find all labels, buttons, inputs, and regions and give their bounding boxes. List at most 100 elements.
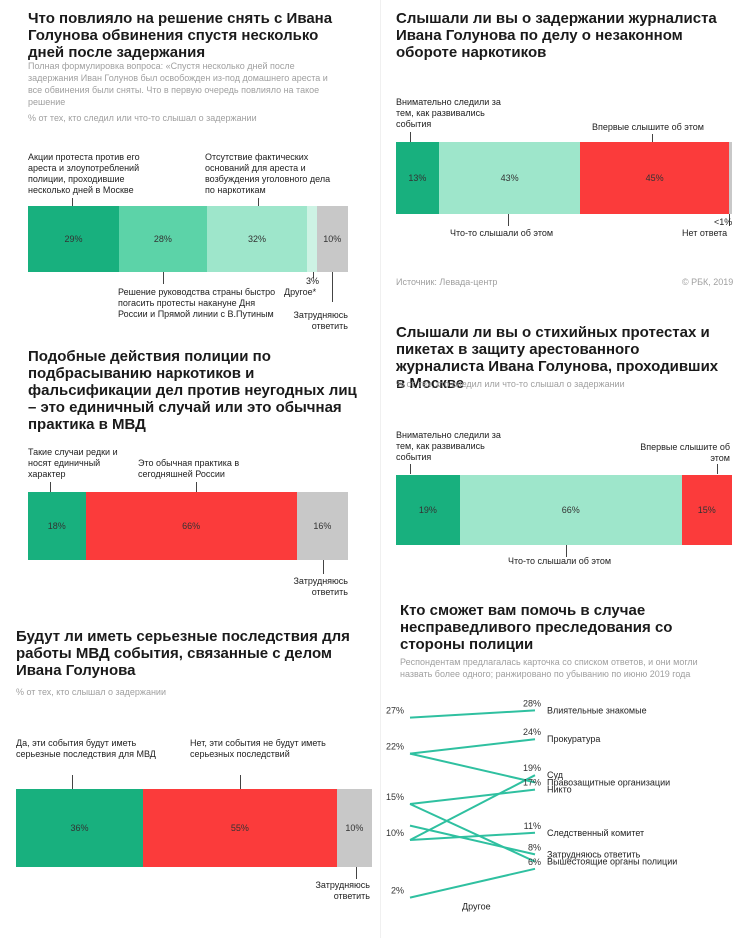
slope-line [409, 774, 536, 841]
tick-first-time [717, 464, 718, 474]
category-label: Следственный комитет [547, 828, 644, 838]
category-label: Затрудняюсь ответить [547, 849, 641, 859]
slope-chart-who-can-help: 27% 22% 15% 10% 2% 28% 24% 19% 17% 11% 8% 6% Влиятел… [386, 698, 677, 912]
bar-segment: 66% [459, 475, 682, 545]
label-unsure: Затрудняюсь ответить [293, 576, 348, 597]
left-value-label: 22% [386, 742, 404, 752]
stacked-bar-decision: 29% 28% 32% 10% [28, 206, 348, 272]
tick-heard-something [566, 545, 567, 557]
panel-title: Слышали ли вы о задержании журналиста Ив… [396, 10, 717, 61]
category-label-other: Другое [462, 902, 491, 912]
label-no-answer: Нет ответа [682, 228, 728, 238]
bar-segment: 19% [396, 475, 460, 545]
category-label: Вышестоящие органы полиции [547, 857, 677, 867]
slope-line [409, 788, 536, 805]
tick-heard-something [508, 214, 509, 226]
label-no-grounds: Отсутствие фактических оснований для аре… [205, 152, 331, 195]
bar-segment: 55% [142, 789, 337, 867]
label-rare-cases: Такие случаи редки и носят единичный хар… [28, 447, 118, 479]
label-unsure: Затрудняюсь ответить [293, 310, 348, 331]
slope-line [409, 752, 536, 784]
panel-who-can-help: Кто сможет вам помочь в случае несправед… [380, 590, 750, 938]
label-yes: Да, эти события будут иметь серьезные по… [16, 738, 156, 759]
stacked-bar-consequences: 36% 55% 10% [16, 789, 372, 867]
label-other: Другое* [284, 287, 317, 297]
right-value-label: 24% [523, 727, 541, 737]
tick-other [313, 272, 314, 278]
bar-segment: 10% [316, 206, 348, 272]
bar-segment: 45% [580, 142, 729, 214]
bar-segment: 32% [206, 206, 308, 272]
panel-title: Будут ли иметь серьезные последствия для… [16, 628, 350, 679]
slope-line [409, 824, 536, 856]
slope-line [409, 867, 536, 899]
panel-title: Слышали ли вы о стихийных протестах и пи… [396, 324, 719, 392]
bar-segment: 15% [681, 475, 732, 545]
left-value-label: 2% [391, 886, 404, 896]
panel-decision-factors: Что повлияло на решение снять с Ивана Го… [0, 0, 370, 340]
right-value-label: 19% [523, 763, 541, 773]
tick-unsure [323, 560, 324, 574]
label-no: Нет, эти события не будут иметь серьезны… [190, 738, 326, 759]
tick-unsure [356, 867, 357, 879]
bar-segment: 43% [438, 142, 581, 214]
right-value-label: 11% [524, 821, 541, 831]
base-note: % от тех, кто следил или что-то слышал о… [396, 379, 625, 389]
label-unsure: Затрудняюсь ответить [315, 880, 370, 901]
bar-segment: 29% [28, 206, 119, 272]
label-heard-something: Что-то слышали об этом [450, 228, 554, 238]
panel-heard-protests: Слышали ли вы о стихийных протестах и пи… [380, 320, 750, 590]
tick-leadership [163, 272, 164, 284]
label-protests: Акции протеста против его ареста и злоуп… [28, 152, 140, 195]
panel-consequences-mvd: Будут ли иметь серьезные последствия для… [0, 610, 372, 938]
base-note: % от тех, кто слышал о задержании [16, 687, 166, 697]
label-first-time: Впервые слышите об этом [592, 122, 704, 132]
panel-title: Кто сможет вам помочь в случае несправед… [400, 602, 673, 653]
stacked-bar-heard-protests: 19% 66% 15% [396, 475, 732, 545]
stacked-bar-heard-arrest: 13% 43% 45% [396, 142, 732, 214]
column-divider [380, 0, 381, 938]
slope-line [409, 831, 536, 841]
label-leadership: Решение руководства страны быстро погаси… [118, 287, 276, 319]
question-note: Полная формулировка вопроса: «Спустя нес… [28, 61, 328, 107]
tick-no-grounds [258, 198, 259, 212]
right-value-label: 17% [523, 778, 541, 788]
bar-segment: 10% [336, 789, 372, 867]
stacked-bar-police-practice: 18% 66% 16% [28, 492, 348, 560]
left-value-label: 27% [386, 706, 404, 716]
left-value-label: 10% [386, 828, 404, 838]
tick-followed [410, 464, 411, 474]
category-label: Правозащитные организации [547, 777, 670, 787]
slope-line [409, 803, 536, 863]
panel-police-practice: Подобные действия полиции по подбрасыван… [0, 340, 370, 610]
tick-followed [410, 132, 411, 144]
bar-segment: 13% [396, 142, 439, 214]
category-label: Суд [547, 770, 564, 780]
tick-rare [50, 482, 51, 494]
bar-segment [307, 206, 317, 272]
tick-unsure [332, 272, 333, 302]
category-label: Влиятельные знакомые [547, 705, 647, 715]
bar-segment [728, 142, 732, 214]
bar-segment: 16% [296, 492, 348, 560]
right-value-label: 6% [528, 857, 541, 867]
panel-title: Что повлияло на решение снять с Ивана Го… [28, 10, 333, 61]
bar-segment: 18% [28, 492, 86, 560]
category-label: Прокуратура [547, 734, 600, 744]
panel-title: Подобные действия полиции по подбрасыван… [28, 348, 357, 433]
label-followed: Внимательно следили за тем, как развивал… [396, 430, 501, 462]
label-first-time: Впервые слышите об этом [640, 442, 730, 463]
category-label: Никто [547, 785, 572, 795]
label-other-pct: 3% [306, 276, 320, 286]
tick-first-time [652, 134, 653, 144]
tick-protests [72, 198, 73, 212]
bar-segment: 36% [16, 789, 143, 867]
tick-common [196, 482, 197, 494]
tick-no-answer [729, 214, 730, 226]
tick-no [240, 775, 241, 789]
slope-line [409, 709, 536, 719]
base-note: % от тех, кто следил или что-то слышал о… [28, 113, 257, 123]
source-note: Источник: Левада-центр [396, 277, 498, 287]
panel-heard-about-arrest: Слышали ли вы о задержании журналиста Ив… [380, 0, 750, 300]
bar-segment: 66% [85, 492, 297, 560]
